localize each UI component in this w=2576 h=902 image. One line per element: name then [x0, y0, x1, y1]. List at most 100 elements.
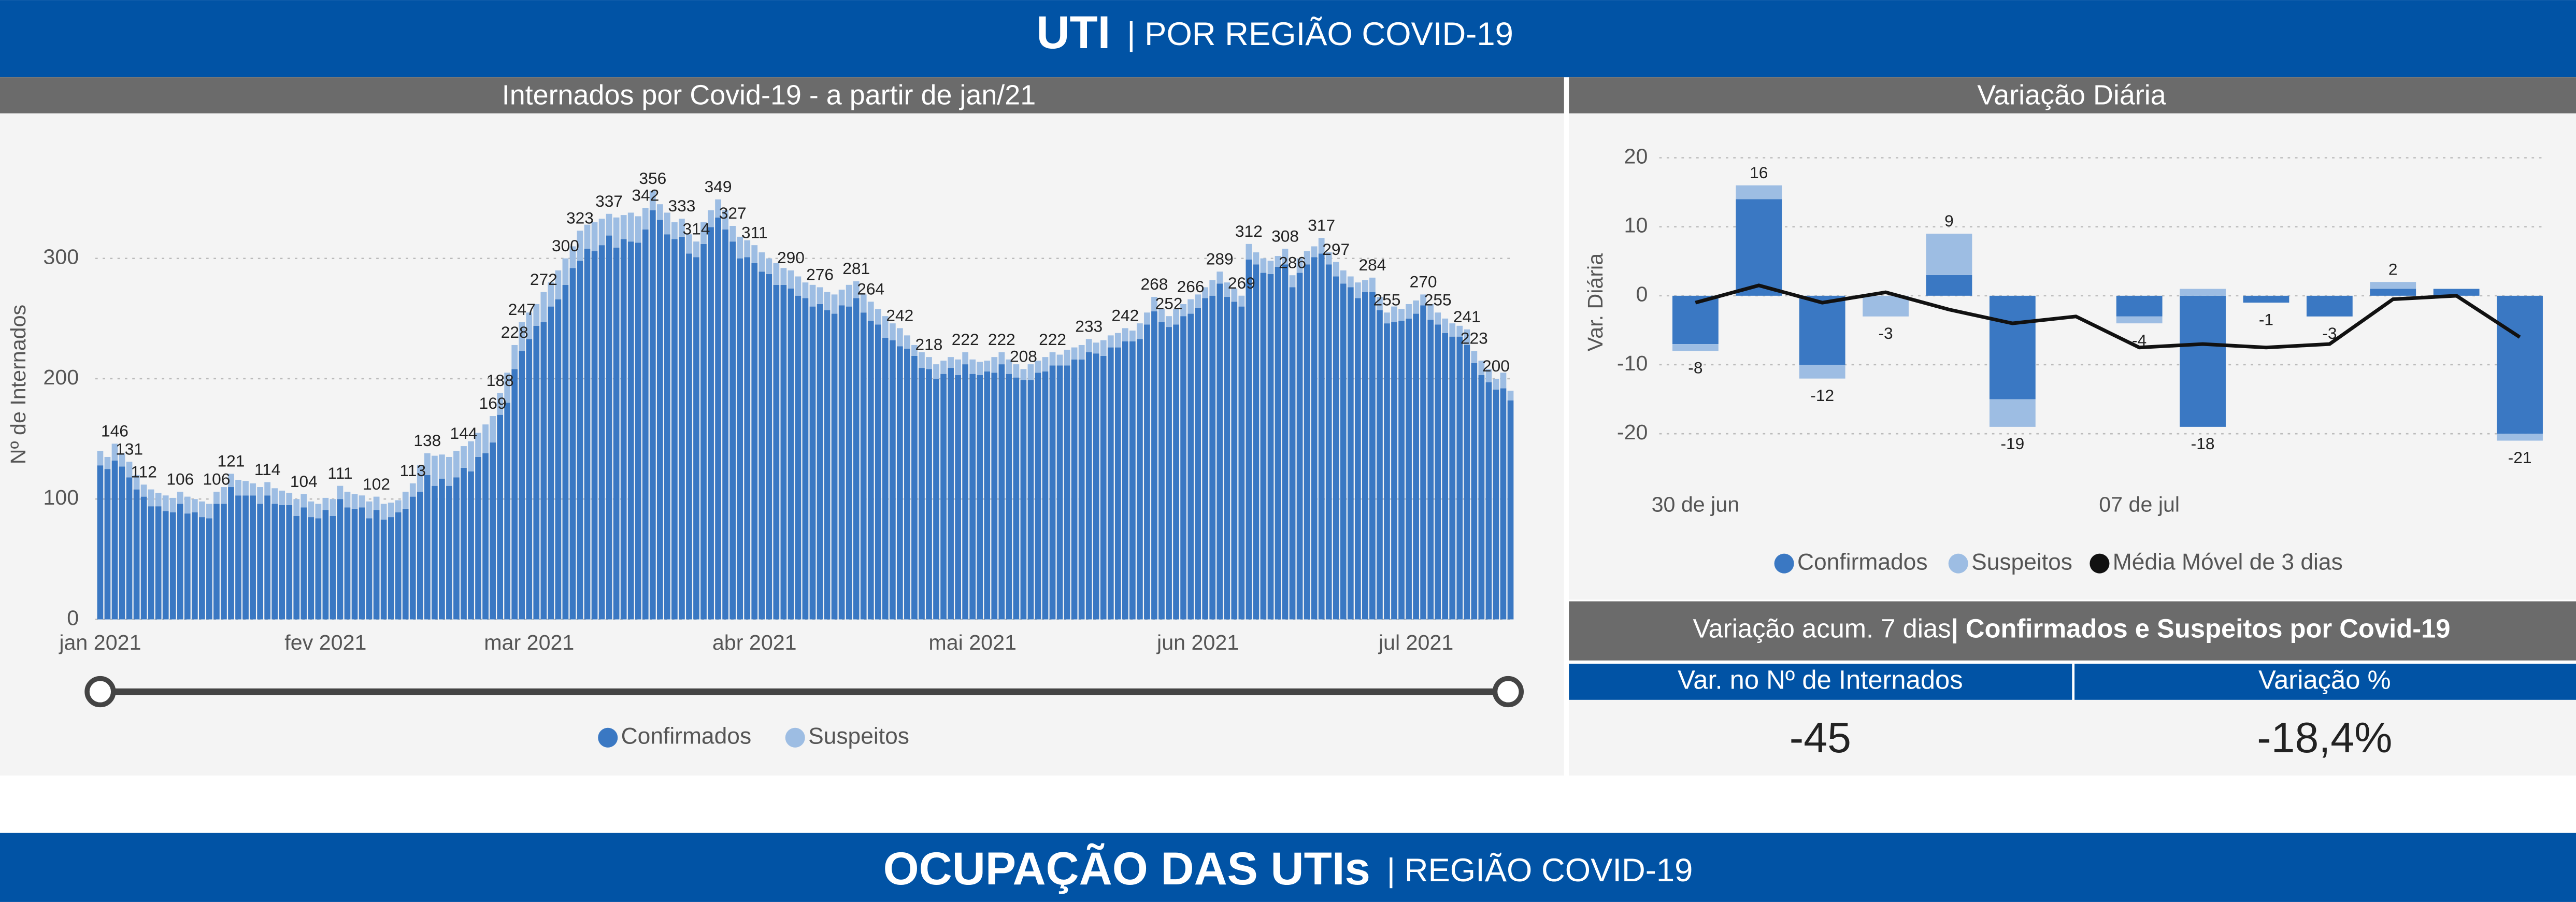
bar [322, 497, 329, 510]
bar [490, 416, 496, 443]
bar [1384, 312, 1390, 324]
bar [679, 236, 685, 620]
bar [1217, 283, 1223, 620]
header-band [0, 0, 2576, 78]
y-tick-label: 200 [43, 365, 79, 389]
bar [809, 306, 816, 620]
data-label: 311 [741, 223, 768, 241]
data-label: 9 [1944, 211, 1954, 230]
bar [1325, 264, 1332, 620]
data-label: 297 [1322, 240, 1350, 259]
bar [656, 220, 663, 620]
bar [795, 276, 802, 296]
bar [722, 210, 728, 230]
bar [409, 483, 416, 497]
bar [1493, 389, 1499, 620]
bar [1420, 294, 1426, 306]
bar [577, 231, 583, 261]
x-tick-label: 07 de jul [2099, 493, 2180, 517]
bar [1231, 288, 1238, 302]
bar [1064, 350, 1070, 366]
bar [598, 245, 605, 620]
bar [1500, 373, 1507, 389]
bar [1464, 329, 1470, 345]
summary-value-row [1569, 699, 2576, 776]
bar [1296, 258, 1303, 273]
y-tick-label: -20 [1617, 420, 1648, 444]
bar [620, 239, 627, 620]
data-label: 264 [857, 280, 884, 298]
bar [279, 505, 285, 620]
data-label: 146 [101, 422, 128, 440]
bar [1406, 318, 1412, 620]
bar [402, 508, 409, 620]
bar [119, 453, 125, 467]
summary-value: -18,4% [2257, 714, 2392, 762]
bar [373, 496, 380, 510]
data-label: -19 [2000, 434, 2024, 453]
bar [708, 210, 714, 227]
bar [1020, 380, 1027, 620]
bar [882, 316, 889, 338]
bar [1289, 287, 1296, 620]
slider-handle[interactable] [1492, 676, 1524, 708]
bar [417, 492, 423, 620]
data-label: 121 [218, 452, 245, 470]
legend-label: Média Móvel de 3 dias [2113, 549, 2343, 575]
data-label: -1 [2259, 310, 2273, 328]
bar [1340, 270, 1347, 284]
slider-handle[interactable] [84, 676, 116, 708]
bar [766, 274, 772, 620]
bar [439, 454, 445, 479]
bar [591, 251, 598, 620]
bar [388, 517, 394, 620]
bar [213, 504, 220, 620]
data-label: 337 [595, 192, 623, 210]
bar [686, 253, 692, 620]
bar [111, 443, 118, 461]
bar [1311, 257, 1318, 620]
data-label: 228 [501, 323, 528, 341]
bar [526, 312, 533, 339]
bar [1799, 365, 1845, 379]
bar [359, 495, 365, 508]
data-label: 111 [327, 464, 352, 482]
bar [1456, 336, 1463, 620]
bar [1238, 306, 1245, 620]
bar [446, 456, 452, 486]
data-label: 104 [290, 472, 318, 491]
bar [533, 325, 540, 620]
header-subtitle: | POR REGIÃO COVID-19 [1127, 16, 1513, 52]
data-label: 255 [1424, 290, 1452, 309]
bar [1340, 283, 1347, 620]
data-label: 281 [842, 259, 870, 278]
bar [1289, 275, 1296, 288]
data-label: 290 [777, 248, 805, 267]
bar [300, 507, 307, 620]
data-label: 252 [1155, 294, 1183, 312]
bar [1736, 185, 1782, 199]
bar [671, 239, 678, 620]
bar [468, 471, 474, 620]
bar [722, 229, 728, 620]
bar [1442, 333, 1449, 620]
bar [1442, 318, 1449, 333]
bar [1333, 262, 1339, 277]
bar [1056, 354, 1063, 366]
bar [497, 414, 504, 620]
bar [1282, 264, 1289, 620]
bar [475, 433, 481, 457]
bar [1006, 374, 1012, 620]
footer-header: OCUPAÇÃO DAS UTIs | REGIÃO COVID-19 [883, 843, 1693, 894]
data-label: 342 [632, 185, 659, 204]
bar [257, 504, 263, 620]
legend-marker [598, 727, 618, 748]
y-axis-title: Var. Diária [1583, 253, 1607, 351]
bar [1267, 261, 1274, 274]
bar [998, 352, 1005, 365]
x-tick-label: mar 2021 [484, 631, 574, 654]
bar [1020, 369, 1027, 380]
bar [1260, 273, 1267, 620]
bar [940, 361, 947, 374]
